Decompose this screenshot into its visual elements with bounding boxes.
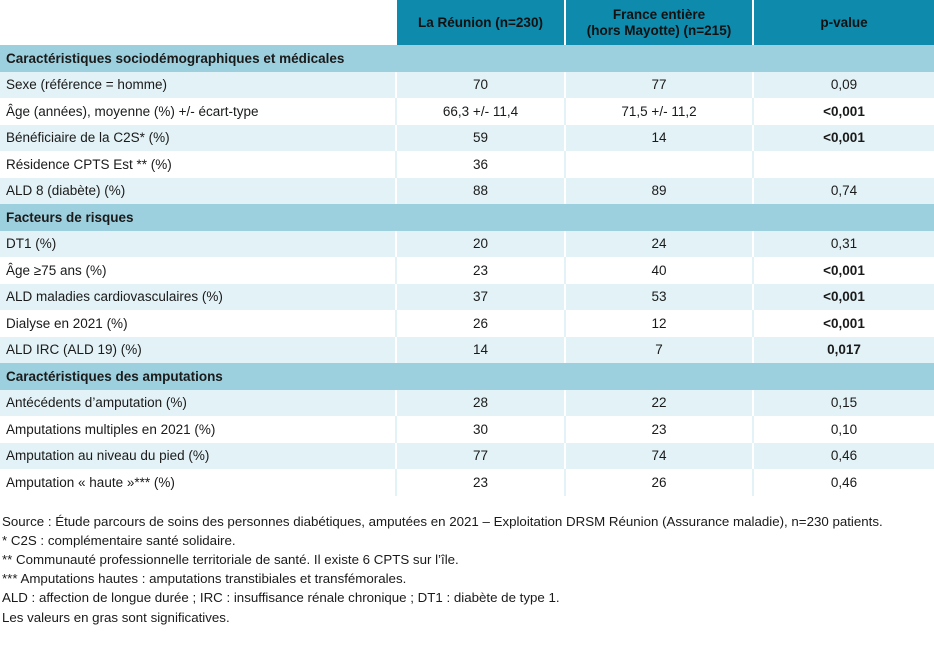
reunion-value: 28 <box>395 389 565 416</box>
france-value: 89 <box>564 177 753 204</box>
table-row: DT1 (%) 20 24 0,31 <box>0 230 934 257</box>
p-value: 0,09 <box>752 71 934 98</box>
france-value: 71,5 +/- 11,2 <box>564 98 753 125</box>
france-value: 12 <box>564 310 753 337</box>
header-france: France entière (hors Mayotte) (n=215) <box>564 0 753 45</box>
p-value: <0,001 <box>752 257 934 284</box>
row-label: ALD maladies cardiovasculaires (%) <box>0 283 396 310</box>
reunion-value: 59 <box>395 124 565 151</box>
p-value: 0,31 <box>752 230 934 257</box>
row-label: Bénéficiaire de la C2S* (%) <box>0 124 396 151</box>
footnote: ** Communauté professionnelle territoria… <box>2 551 459 567</box>
table-row: Âge (années), moyenne (%) +/- écart-type… <box>0 98 934 125</box>
table-row: Amputations multiples en 2021 (%) 30 23 … <box>0 416 934 443</box>
france-value: 24 <box>564 230 753 257</box>
table-row: Sexe (référence = homme) 70 77 0,09 <box>0 71 934 98</box>
header-row: La Réunion (n=230) France entière (hors M… <box>0 0 934 45</box>
row-label: Résidence CPTS Est ** (%) <box>0 151 396 178</box>
results-table: La Réunion (n=230) France entière (hors M… <box>0 0 934 496</box>
france-value: 22 <box>564 389 753 416</box>
p-value: 0,15 <box>752 389 934 416</box>
row-label: DT1 (%) <box>0 230 396 257</box>
row-label: ALD 8 (diabète) (%) <box>0 177 396 204</box>
france-value: 40 <box>564 257 753 284</box>
row-label: Amputation « haute »*** (%) <box>0 469 396 496</box>
table-row: Bénéficiaire de la C2S* (%) 59 14 <0,001 <box>0 124 934 151</box>
p-value: 0,10 <box>752 416 934 443</box>
table-row: Résidence CPTS Est ** (%) 36 <box>0 151 934 178</box>
reunion-value: 23 <box>395 257 565 284</box>
reunion-value: 20 <box>395 230 565 257</box>
section-title: Caractéristiques sociodémographiques et … <box>0 45 934 72</box>
row-label: Sexe (référence = homme) <box>0 71 396 98</box>
section-title: Facteurs de risques <box>0 204 934 231</box>
footnote: * C2S : complémentaire santé solidaire. <box>2 532 236 548</box>
row-label: ALD IRC (ALD 19) (%) <box>0 336 396 363</box>
table-row: ALD 8 (diabète) (%) 88 89 0,74 <box>0 177 934 204</box>
table-row: Antécédents d’amputation (%) 28 22 0,15 <box>0 389 934 416</box>
p-value: <0,001 <box>752 98 934 125</box>
footnotes: Source : Étude parcours de soins des per… <box>0 512 934 627</box>
footnote: ALD : affection de longue durée ; IRC : … <box>2 590 560 606</box>
row-label: Âge (années), moyenne (%) +/- écart-type <box>0 98 396 125</box>
reunion-value: 14 <box>395 336 565 363</box>
row-label: Amputations multiples en 2021 (%) <box>0 416 396 443</box>
table-row: Dialyse en 2021 (%) 26 12 <0,001 <box>0 310 934 337</box>
p-value: 0,46 <box>752 442 934 469</box>
reunion-value: 36 <box>395 151 565 178</box>
section-header-row: Caractéristiques des amputations <box>0 363 934 390</box>
section-header-row: Caractéristiques sociodémographiques et … <box>0 45 934 72</box>
section-header-row: Facteurs de risques <box>0 204 934 231</box>
reunion-value: 26 <box>395 310 565 337</box>
footnote: Source : Étude parcours de soins des per… <box>2 513 883 529</box>
reunion-value: 88 <box>395 177 565 204</box>
p-value <box>752 151 934 178</box>
row-label: Antécédents d’amputation (%) <box>0 389 396 416</box>
reunion-value: 30 <box>395 416 565 443</box>
p-value: <0,001 <box>752 283 934 310</box>
france-value: 26 <box>564 469 753 496</box>
france-value <box>564 151 753 178</box>
footnote: *** Amputations hautes : amputations tra… <box>2 571 407 587</box>
table-row: ALD IRC (ALD 19) (%) 14 7 0,017 <box>0 336 934 363</box>
p-value: 0,74 <box>752 177 934 204</box>
header-reunion: La Réunion (n=230) <box>395 0 565 45</box>
header-france-line1: France entière <box>612 6 706 22</box>
footnote: Les valeurs en gras sont significatives. <box>2 609 230 625</box>
reunion-value: 23 <box>395 469 565 496</box>
header-france-line2: (hors Mayotte) (n=215) <box>586 22 732 38</box>
france-value: 14 <box>564 124 753 151</box>
table-row: Amputation au niveau du pied (%) 77 74 0… <box>0 442 934 469</box>
reunion-value: 66,3 +/- 11,4 <box>395 98 565 125</box>
row-label: Dialyse en 2021 (%) <box>0 310 396 337</box>
header-pvalue: p-value <box>752 0 934 45</box>
section-title: Caractéristiques des amputations <box>0 363 934 390</box>
p-value: 0,017 <box>752 336 934 363</box>
france-value: 7 <box>564 336 753 363</box>
reunion-value: 70 <box>395 71 565 98</box>
table-row: Âge ≥75 ans (%) 23 40 <0,001 <box>0 257 934 284</box>
france-value: 53 <box>564 283 753 310</box>
row-label: Âge ≥75 ans (%) <box>0 257 396 284</box>
p-value: <0,001 <box>752 310 934 337</box>
france-value: 74 <box>564 442 753 469</box>
p-value: 0,46 <box>752 469 934 496</box>
france-value: 77 <box>564 71 753 98</box>
row-label: Amputation au niveau du pied (%) <box>0 442 396 469</box>
table-row: Amputation « haute »*** (%) 23 26 0,46 <box>0 469 934 496</box>
reunion-value: 37 <box>395 283 565 310</box>
france-value: 23 <box>564 416 753 443</box>
reunion-value: 77 <box>395 442 565 469</box>
table-row: ALD maladies cardiovasculaires (%) 37 53… <box>0 283 934 310</box>
header-blank <box>0 0 396 45</box>
p-value: <0,001 <box>752 124 934 151</box>
